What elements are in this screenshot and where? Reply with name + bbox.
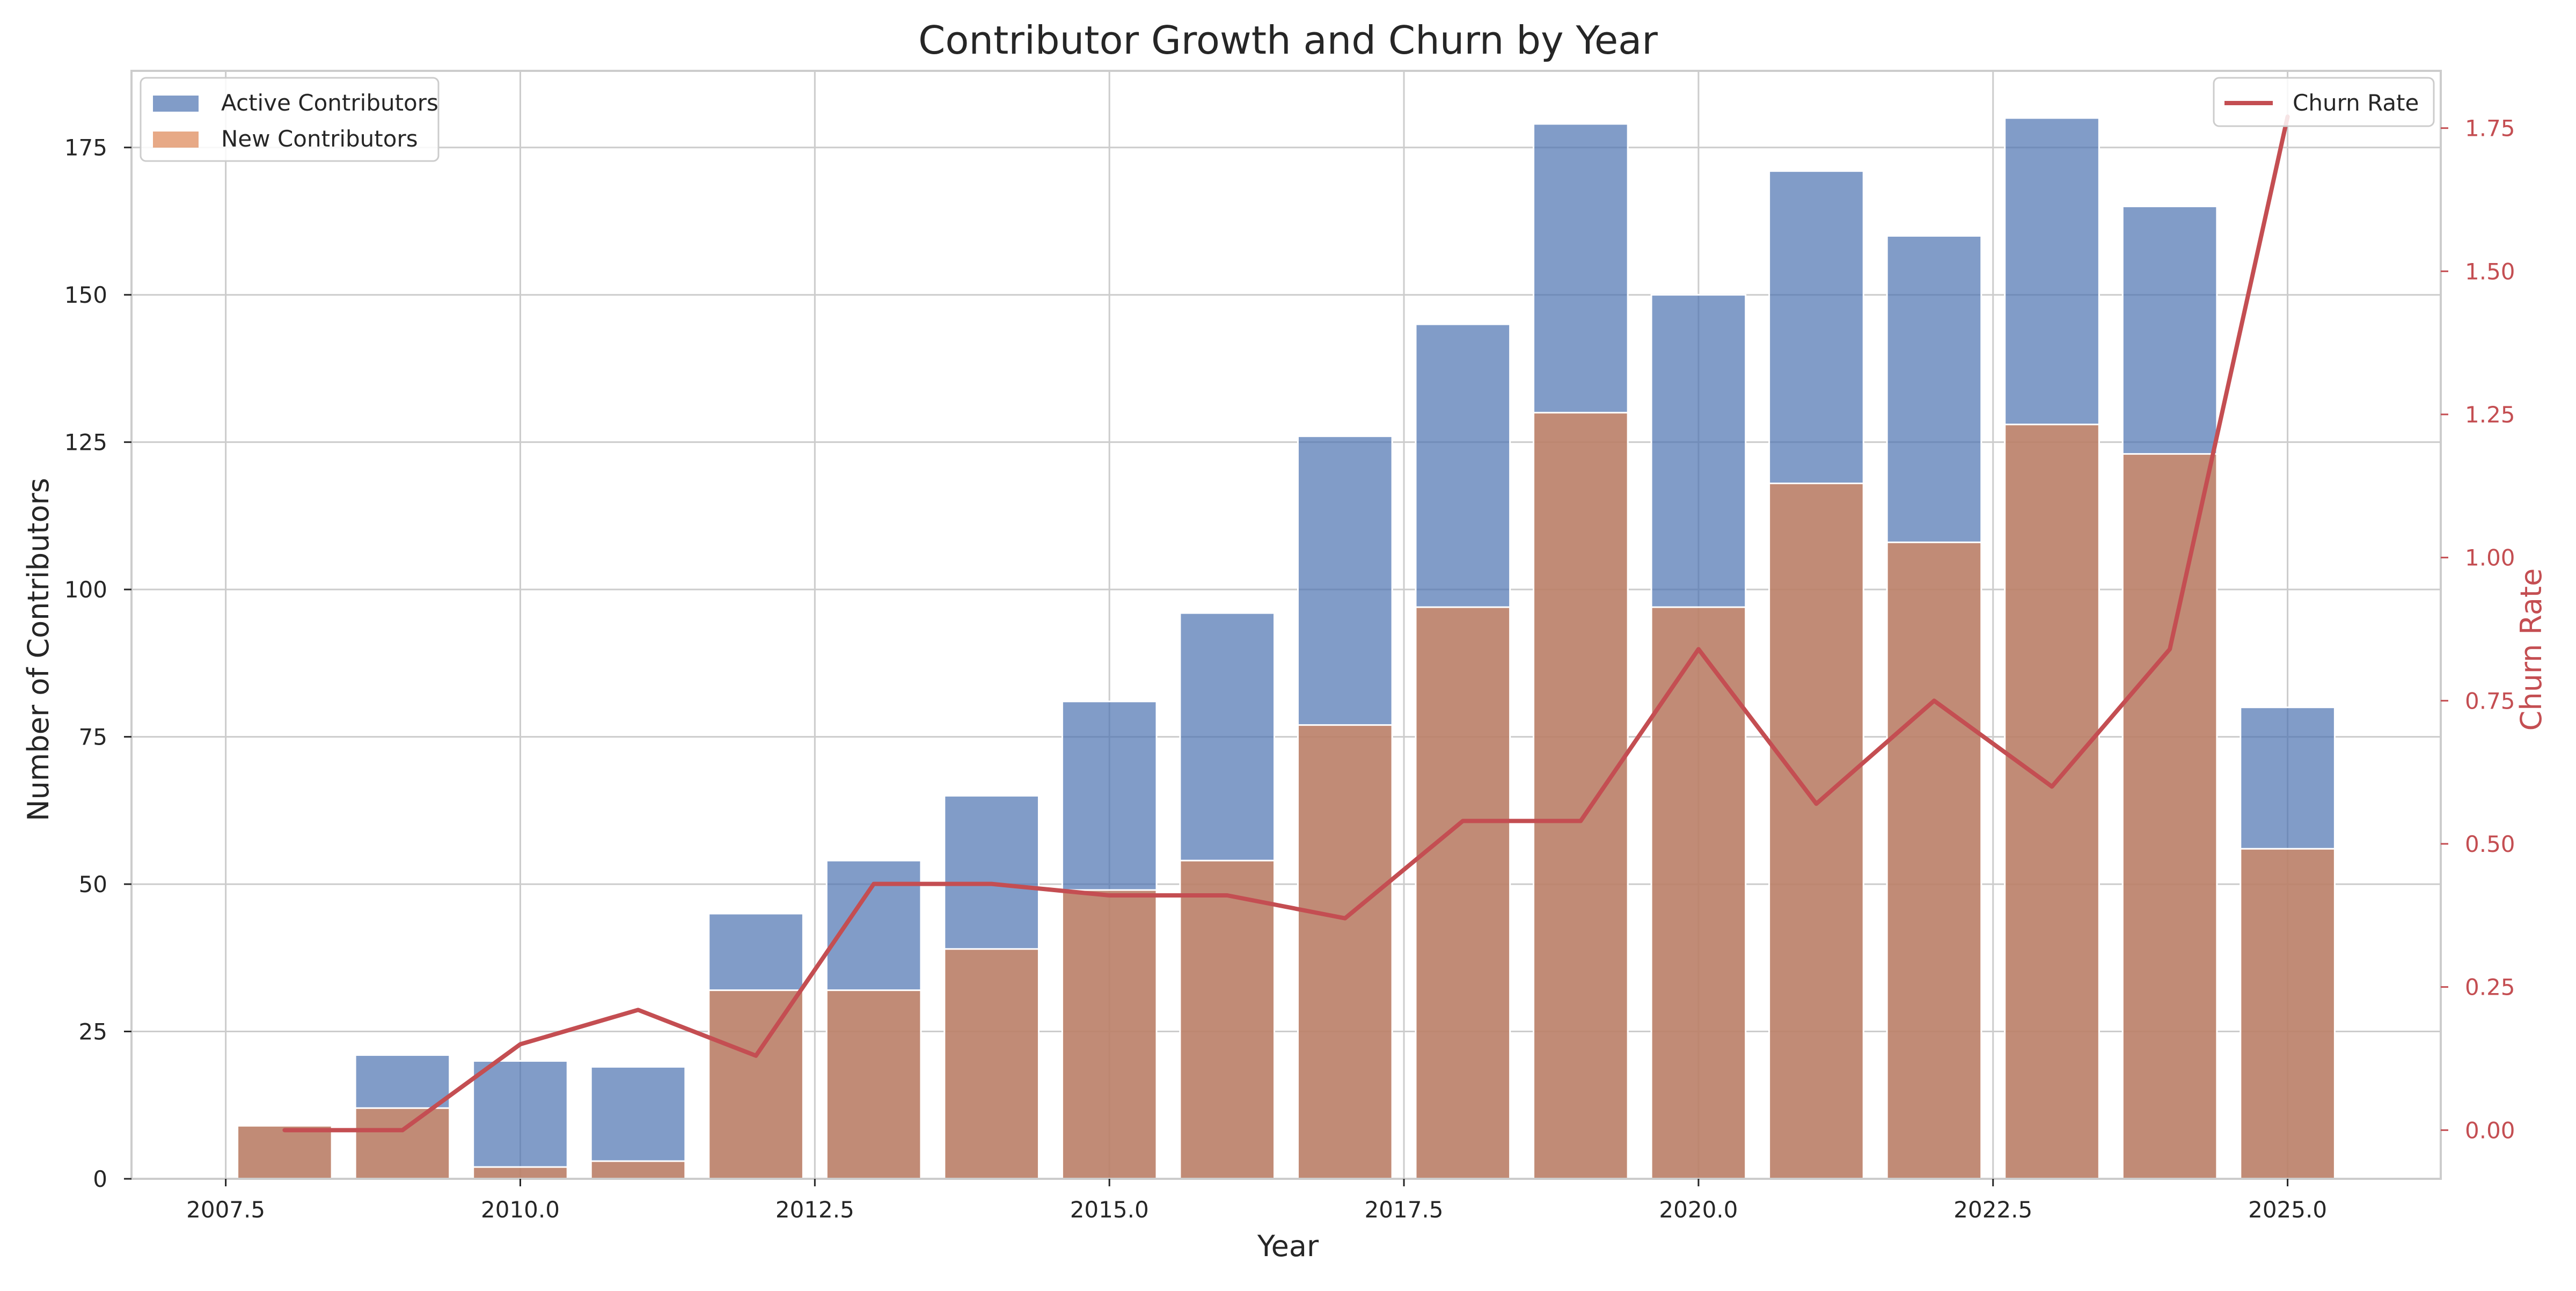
bar-new-contributors xyxy=(1887,542,1981,1179)
bar-new-contributors xyxy=(945,949,1039,1179)
x-axis-label: Year xyxy=(1257,1229,1319,1263)
bar-new-contributors xyxy=(1180,860,1275,1179)
legend-right: Churn Rate xyxy=(2214,78,2434,126)
legend-left: Active Contributors New Contributors xyxy=(141,78,438,161)
y2-tick-label: 1.75 xyxy=(2465,115,2515,142)
bar-new-contributors xyxy=(826,990,921,1179)
bar-active-contributors xyxy=(473,1061,568,1179)
y-axis-label: Number of Contributors xyxy=(21,478,55,821)
x-tick-label: 2017.5 xyxy=(1365,1197,1444,1223)
y2-tick-label: 1.25 xyxy=(2465,402,2515,428)
legend-label-new-contributors: New Contributors xyxy=(221,126,418,152)
legend-swatch-active-contributors xyxy=(153,96,199,112)
y-tick-label: 125 xyxy=(64,429,107,456)
y2-tick-label: 1.50 xyxy=(2465,258,2515,285)
bar-new-contributors xyxy=(1298,725,1392,1179)
x-tick-label: 2015.0 xyxy=(1070,1197,1149,1223)
x-tick-label: 2012.5 xyxy=(775,1197,854,1223)
y-tick-label: 25 xyxy=(79,1019,107,1045)
legend-label-active-contributors: Active Contributors xyxy=(221,90,438,116)
bar-new-contributors xyxy=(1062,890,1157,1179)
x-tick-label: 2022.5 xyxy=(1953,1197,2032,1223)
bar-new-contributors xyxy=(709,990,803,1179)
bar-new-contributors xyxy=(355,1108,450,1179)
y2-tick-label: 0.75 xyxy=(2465,688,2515,714)
x-tick-label: 2007.5 xyxy=(186,1197,265,1223)
y2-tick-label: 1.00 xyxy=(2465,545,2515,571)
bar-new-contributors xyxy=(238,1126,332,1179)
y-tick-label: 100 xyxy=(64,577,107,603)
bar-new-contributors xyxy=(2005,425,2099,1179)
bar-new-contributors xyxy=(1534,413,1628,1179)
y-tick-label: 0 xyxy=(93,1166,107,1192)
y-tick-label: 175 xyxy=(64,135,107,161)
y-tick-label: 75 xyxy=(79,724,107,750)
bar-new-contributors xyxy=(591,1161,685,1179)
y2-tick-label: 0.50 xyxy=(2465,831,2515,857)
y2-tick-label: 0.25 xyxy=(2465,974,2515,1001)
bar-new-contributors xyxy=(1416,607,1510,1179)
bar-new-contributors xyxy=(2241,849,2335,1179)
bar-new-contributors xyxy=(1769,484,1864,1179)
x-tick-label: 2020.0 xyxy=(1659,1197,1738,1223)
bar-new-contributors xyxy=(2123,454,2217,1179)
y2-axis-label: Churn Rate xyxy=(2514,568,2548,731)
y-tick-label: 50 xyxy=(79,871,107,898)
legend-label-churn-rate: Churn Rate xyxy=(2293,90,2419,116)
legend-swatch-new-contributors xyxy=(153,132,199,148)
x-tick-label: 2010.0 xyxy=(481,1197,560,1223)
x-tick-label: 2025.0 xyxy=(2248,1197,2327,1223)
y2-tick-label: 0.00 xyxy=(2465,1117,2515,1143)
bar-new-contributors xyxy=(473,1167,568,1179)
y-tick-label: 150 xyxy=(64,282,107,308)
chart-title: Contributor Growth and Churn by Year xyxy=(918,18,1658,63)
